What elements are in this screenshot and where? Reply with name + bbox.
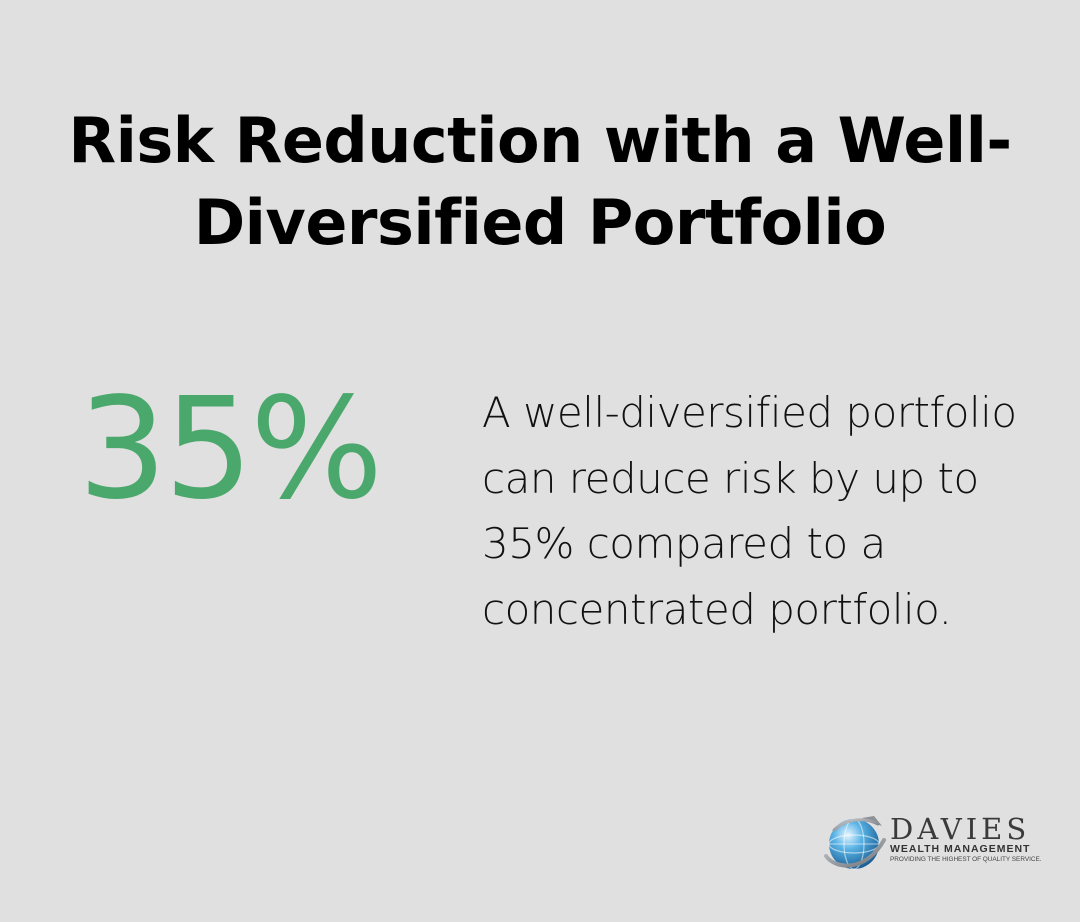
company-logo: DAVIES WEALTH MANAGEMENT PROVIDING THE H… [822, 810, 1042, 874]
globe-icon [824, 816, 886, 870]
logo-subtitle: WEALTH MANAGEMENT [890, 843, 1031, 855]
statistic-value: 35% [78, 368, 383, 531]
page-title: Risk Reduction with a Well-Diversified P… [68, 104, 1012, 259]
statistic-description: A well-diversified portfolio can reduce … [482, 388, 1017, 634]
logo-tagline: PROVIDING THE HIGHEST OF QUALITY SERVICE… [890, 856, 1042, 863]
logo-name: DAVIES [890, 812, 1031, 846]
